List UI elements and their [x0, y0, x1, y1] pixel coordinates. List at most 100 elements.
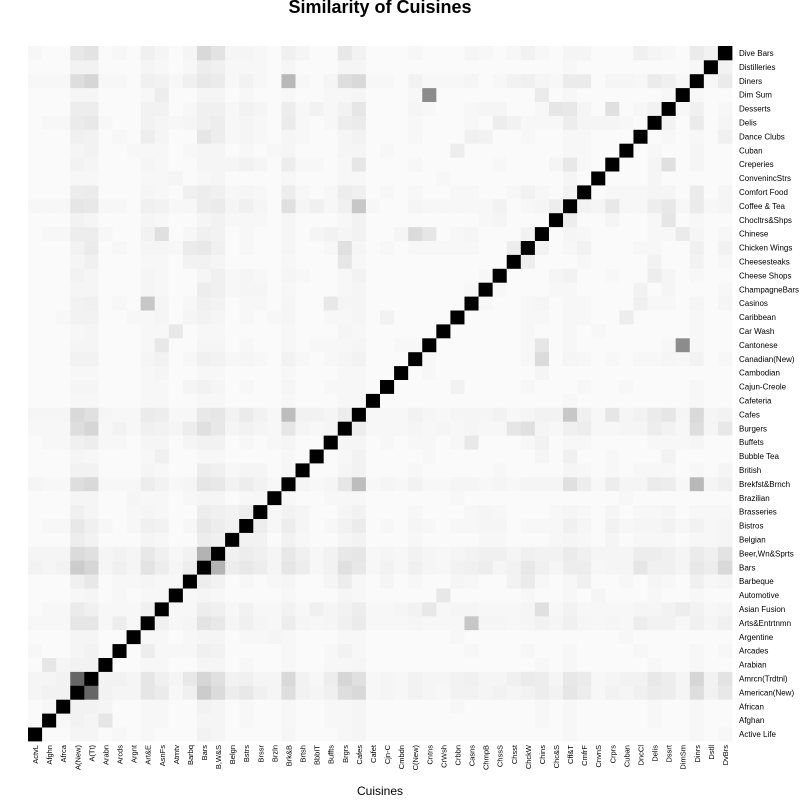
heatmap-cell	[337, 365, 353, 380]
heatmap-cell	[689, 435, 705, 450]
heatmap-cell	[365, 46, 381, 61]
heatmap-cell	[126, 643, 142, 658]
heatmap-cell	[492, 185, 508, 200]
heatmap-cell	[450, 240, 465, 255]
heatmap-cell	[703, 324, 719, 339]
heatmap-cell	[534, 240, 550, 255]
heatmap-cell	[309, 615, 325, 631]
heatmap-cell	[520, 518, 536, 533]
heatmap-cell	[563, 560, 578, 575]
heatmap-cell	[703, 46, 719, 61]
x-tick-label: Dinrs	[693, 745, 702, 763]
heatmap-cell	[563, 87, 578, 102]
heatmap-cell	[365, 254, 381, 269]
heatmap-cell	[577, 87, 592, 102]
x-tick-label: Cmbdn	[397, 745, 406, 769]
heatmap-cell	[408, 87, 423, 102]
heatmap-cell	[168, 115, 184, 130]
heatmap-cell	[281, 463, 296, 478]
heatmap-cell	[478, 518, 494, 533]
heatmap-cell	[98, 87, 113, 102]
heatmap-cell	[661, 87, 677, 102]
heatmap-cell	[380, 198, 395, 214]
heatmap-cell	[703, 171, 719, 186]
heatmap-cell	[394, 129, 409, 144]
heatmap-cell	[661, 588, 677, 603]
heatmap-cell	[661, 254, 677, 269]
heatmap-cell	[182, 615, 198, 631]
heatmap-cell	[225, 185, 240, 200]
heatmap-cell	[577, 365, 592, 380]
heatmap-cell	[28, 518, 43, 533]
heatmap-cell	[196, 602, 212, 617]
heatmap-cell	[239, 101, 254, 116]
heatmap-cell	[492, 476, 508, 492]
heatmap-cell	[675, 185, 691, 200]
heatmap-cell	[42, 185, 57, 200]
heatmap-cell	[422, 615, 437, 631]
heatmap-cell	[309, 115, 325, 130]
heatmap-cell	[703, 296, 719, 311]
heatmap-cell	[112, 504, 127, 519]
heatmap-cell	[591, 296, 606, 311]
heatmap-cell	[619, 615, 634, 631]
heatmap-cell	[689, 87, 705, 102]
heatmap-cell	[154, 46, 170, 61]
heatmap-cell	[394, 476, 409, 492]
heatmap-cell	[140, 59, 156, 75]
heatmap-cell	[464, 115, 479, 130]
heatmap-cell	[478, 185, 494, 200]
heatmap-cell	[506, 629, 522, 645]
heatmap-cell	[478, 657, 494, 672]
heatmap-cell	[154, 615, 170, 631]
heatmap-cell	[394, 337, 409, 353]
heatmap-cell	[661, 504, 677, 519]
heatmap-cell	[168, 129, 184, 144]
heatmap-cell	[154, 490, 170, 506]
heatmap-cell	[408, 407, 423, 422]
heatmap-cell	[56, 87, 71, 102]
heatmap-cell	[464, 337, 479, 353]
heatmap-cell	[126, 449, 142, 464]
heatmap-cell	[591, 504, 606, 519]
heatmap-cell	[534, 504, 550, 519]
heatmap-cell	[520, 157, 536, 172]
heatmap-cell	[281, 574, 296, 589]
heatmap-cell	[689, 407, 705, 422]
heatmap-cell	[394, 588, 409, 603]
heatmap-cell	[689, 699, 705, 714]
heatmap-cell	[450, 560, 465, 575]
heatmap-cell	[577, 435, 592, 450]
heatmap-cell	[633, 240, 648, 255]
heatmap-cell	[351, 421, 367, 436]
heatmap-cell	[717, 254, 733, 269]
heatmap-cell	[351, 254, 367, 269]
heatmap-cell	[450, 115, 465, 130]
heatmap-cell	[436, 643, 451, 658]
heatmap-cell	[703, 490, 719, 506]
heatmap-cell	[689, 602, 705, 617]
heatmap-cell	[309, 449, 325, 464]
heatmap-cell	[351, 157, 367, 172]
heatmap-cell	[520, 629, 536, 645]
heatmap-cell	[436, 115, 451, 130]
heatmap-cell	[703, 282, 719, 297]
heatmap-cell	[42, 671, 57, 686]
heatmap-cell	[196, 393, 212, 408]
heatmap-cell	[112, 643, 127, 658]
heatmap-cell	[591, 240, 606, 255]
heatmap-cell	[323, 101, 339, 116]
heatmap-cell	[647, 310, 662, 325]
heatmap-cell	[464, 574, 479, 589]
x-tick-label: Arcds	[116, 745, 125, 764]
x-tick-label: Brk&B	[284, 745, 293, 766]
heatmap-cell	[394, 351, 409, 367]
heatmap-cell	[464, 476, 479, 492]
heatmap-cell	[154, 101, 170, 116]
heatmap-cell	[619, 713, 634, 728]
heatmap-cell	[154, 435, 170, 450]
heatmap-cell	[140, 504, 156, 519]
heatmap-cell	[717, 198, 733, 214]
heatmap-cell	[351, 310, 367, 325]
heatmap-cell	[337, 504, 353, 519]
